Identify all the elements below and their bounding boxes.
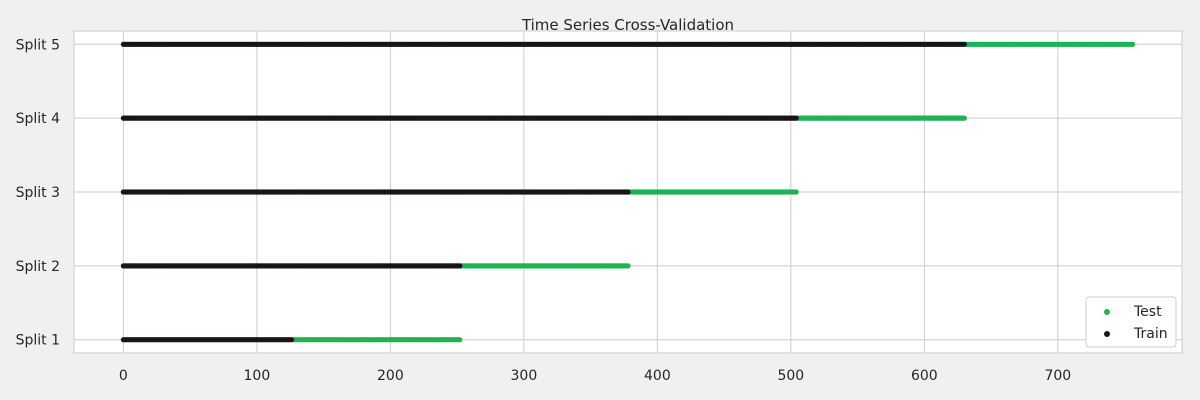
- split-row: [120, 189, 799, 195]
- train-point: [288, 337, 295, 343]
- test-point: [1130, 41, 1136, 47]
- split-row: [120, 115, 968, 121]
- test-point: [625, 263, 631, 269]
- x-tick-label: 0: [119, 368, 128, 384]
- test-point: [793, 189, 799, 195]
- legend-test-marker: [1104, 309, 1110, 315]
- train-point: [961, 41, 968, 47]
- legend-train-label: Train: [1133, 326, 1168, 342]
- data-marks: [120, 41, 1136, 343]
- x-tick-label: 400: [644, 368, 671, 384]
- train-point: [457, 263, 463, 269]
- x-tick-label: 100: [244, 368, 271, 384]
- split-row: [120, 41, 1136, 47]
- train-point: [625, 189, 631, 195]
- y-tick-label: Split 3: [16, 185, 60, 201]
- legend: Test Train: [1085, 296, 1177, 348]
- legend-train-marker: [1104, 331, 1110, 337]
- y-tick-label: Split 4: [16, 111, 60, 127]
- x-tick-label: 600: [911, 368, 938, 384]
- y-tick-labels: Split 1 Split 2 Split 3 Split 4 Split 5: [16, 37, 60, 348]
- x-tick-labels: 0 100 200 300 400 500 600 700: [119, 368, 1071, 384]
- legend-test-label: Test: [1133, 304, 1162, 320]
- split-row: [120, 337, 463, 343]
- y-tick-label: Split 2: [16, 259, 60, 275]
- y-tick-label: Split 5: [16, 37, 60, 53]
- y-tick-label: Split 1: [16, 333, 60, 349]
- split-row: [120, 263, 631, 269]
- x-tick-label: 700: [1044, 368, 1071, 384]
- test-point: [961, 115, 968, 121]
- test-point: [457, 337, 463, 343]
- x-tick-label: 300: [511, 368, 538, 384]
- x-tick-label: 500: [777, 368, 804, 384]
- chart-title: Time Series Cross-Validation: [521, 16, 734, 34]
- train-point: [793, 115, 799, 121]
- x-tick-label: 200: [377, 368, 404, 384]
